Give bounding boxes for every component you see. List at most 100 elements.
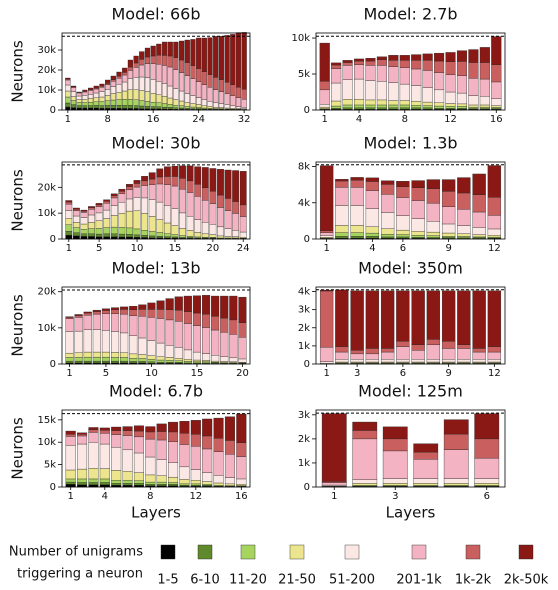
bar-segment [411,107,422,110]
bar-segment [434,102,445,107]
x-tick-label: 15 [191,368,204,379]
bar-segment [139,64,145,78]
bar-segment [426,290,441,340]
y-tick-label: 5k [298,69,310,80]
bar-segment [376,56,387,60]
bar-segment [468,78,479,96]
bar-segment [479,62,490,80]
legend-label: 1-5 [157,573,178,588]
bar-segment [88,228,95,235]
bar-segment [179,421,190,434]
bar-segment [380,348,395,353]
bar-segment [229,357,238,363]
bar-segment [65,436,76,446]
bar-segment [365,353,380,360]
bar-segment [445,52,456,62]
bar-segment [426,359,441,363]
bar-segment [457,348,471,360]
bar-segment [194,166,202,185]
bar-segment [110,79,116,82]
bar-segment [207,37,213,75]
bar-segment [120,332,129,353]
bar-segment [95,206,103,214]
bar-segment [342,79,353,100]
bar-segment [491,98,502,106]
bar-segment [65,84,71,92]
bar-segment [396,197,410,216]
bar-segment [365,359,380,363]
bar-segment [133,234,141,238]
bar-segment [468,106,479,109]
bar-segment [127,78,133,90]
bar-segment [148,184,156,200]
chart-title: Model: 1.3b [363,134,457,153]
x-tick-label: 8 [147,491,153,502]
bar-segment [138,316,147,339]
bar-segment [479,106,490,109]
bar-segment [239,216,247,233]
bar-segment [342,99,353,106]
bar-segment [167,97,173,105]
bar-segment [99,101,105,106]
bar-segment [213,107,219,109]
bar-segment [145,481,156,485]
bar-segment [207,101,213,107]
bar-segment [120,360,129,364]
bar-segment [179,188,186,214]
bar-segment [211,295,220,317]
bar-segment [350,353,364,360]
bar-segment [65,317,74,319]
bar-segment [224,35,230,83]
bar-segment [365,226,380,234]
bar-segment [65,90,71,98]
bar-segment [376,65,387,82]
bar-segment [426,231,441,236]
bar-segment [88,94,94,99]
bar-segment [192,295,201,314]
bar-segment [72,232,80,237]
bar-segment [173,88,179,100]
bar-segment [65,445,76,471]
bar-segment [474,483,500,486]
bar-segment [99,87,105,92]
bar-segment [126,186,133,190]
bar-segment [77,432,88,435]
bar-segment [224,228,232,237]
bar-segment [76,102,82,106]
bar-segment [411,231,425,236]
bar-segment [111,331,120,353]
bar-segment [93,88,99,94]
bar-segment [122,81,128,92]
bar-segment [224,93,230,105]
x-tick-label: 12 [488,368,501,379]
bar-segment [331,100,342,107]
chart-title: Model: 30b [111,134,200,153]
bar-segment [105,79,111,84]
bar-segment [145,426,156,433]
bar-segment [120,352,129,358]
bar-segment [352,421,378,431]
bar-segment [145,456,156,476]
bar-segment [196,104,202,108]
bar-segment [122,99,128,106]
bar-segment [103,201,111,204]
y-tick-label: 0 [304,482,310,493]
bar-segment [173,99,179,106]
bar-segment [350,187,364,206]
bar-segment [133,186,141,198]
bar-segment [88,102,94,106]
bar-segment [147,309,156,318]
bar-segment [179,466,190,480]
bar-segment [139,100,145,107]
bar-segment [353,107,365,110]
bar-segment [168,441,179,464]
bar-segment [413,443,439,453]
bar-segment [236,413,247,443]
bar-segment [148,216,156,232]
bar-segment [232,230,240,237]
bar-segment [380,194,395,213]
bar-segment [167,55,173,68]
bar-segment [129,335,138,355]
bar-segment [411,218,425,232]
bar-segment [72,235,80,240]
